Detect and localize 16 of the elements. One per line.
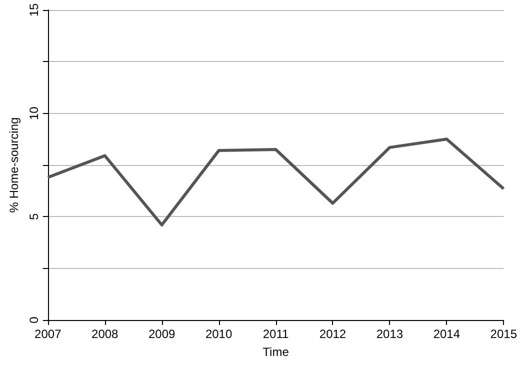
y-tick-label: 5	[26, 213, 41, 220]
line-series	[46, 138, 506, 226]
x-tick-label: 2009	[148, 327, 176, 341]
y-axis-title: % Home-sourcing	[7, 117, 21, 213]
x-tick-label: 2014	[433, 327, 460, 341]
x-tick-label: 2013	[376, 327, 404, 341]
x-tick-label: 2010	[205, 327, 232, 341]
x-tick-label: 2007	[34, 327, 62, 341]
x-tick-label: 2012	[319, 327, 346, 341]
x-tick-label: 2015	[490, 327, 518, 341]
x-tick-label: 2011	[262, 327, 289, 341]
x-axis-title: Time	[262, 345, 290, 359]
y-tick-label: 10	[26, 106, 41, 120]
x-tick-label: 2008	[92, 327, 119, 341]
y-tick-label: 15	[26, 3, 41, 17]
y-tick-label: 0	[26, 316, 41, 324]
